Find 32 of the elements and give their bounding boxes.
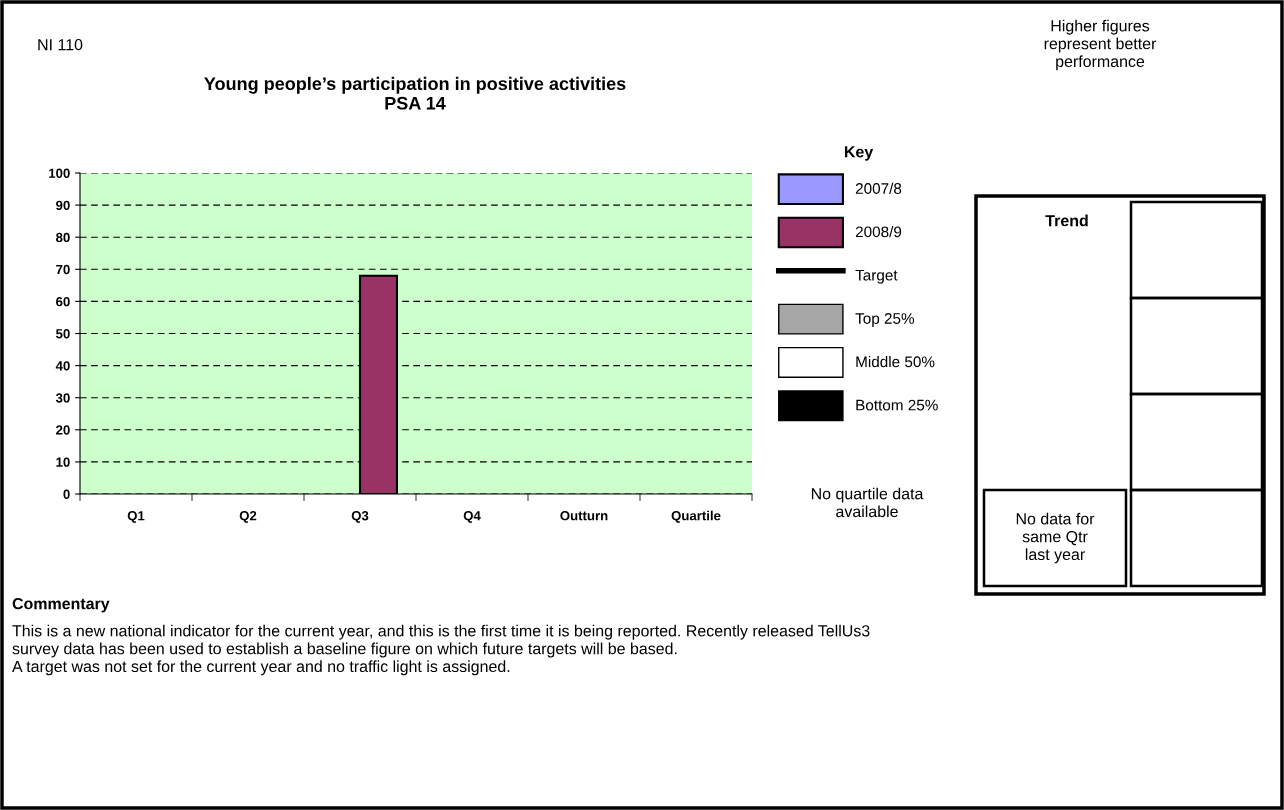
legend-label: 2008/9	[855, 226, 902, 238]
x-tick-label: Q2	[239, 511, 257, 523]
legend-label: Top 25%	[855, 313, 915, 327]
text: Commentary	[12, 597, 110, 613]
text: This is a new national indicator for the current year, and this is the first time it is being reported. Recently released TellUs3 survey data has been used to establish a baseline figure on which future targets will be based. A target was not set for the current year and no traffic light is assigned.	[12, 624, 870, 676]
y-tick-label: 60	[56, 296, 70, 307]
x-tick-label: Quartile	[671, 510, 721, 523]
text: No quartile data available	[811, 487, 924, 518]
x-tick-label: Q4	[463, 511, 481, 523]
legend-label: Bottom 25%	[856, 399, 938, 411]
chart-title: Young people’s participation in positive activities PSA 14	[204, 76, 626, 110]
y-tick-label: 50	[56, 329, 70, 339]
y-tick-label: 100	[49, 168, 70, 178]
y-tick-label: 70	[56, 264, 70, 275]
y-tick-label: 90	[56, 200, 70, 211]
y-tick-label: 0	[63, 489, 70, 499]
x-tick-label: Q1	[127, 511, 145, 523]
x-tick-label: Outturn	[560, 511, 608, 521]
y-tick-label: 80	[56, 232, 70, 243]
x-tick-label: Q3	[351, 511, 369, 523]
y-tick-label: 40	[55, 361, 70, 371]
text: No data for same Qtr last year	[1016, 512, 1095, 564]
legend-label: Middle 50%	[856, 355, 935, 368]
y-tick-label: 10	[56, 457, 70, 467]
legend-label: Target	[855, 269, 898, 284]
text: NI 110	[38, 38, 83, 51]
legend-label: 2007/8	[855, 182, 902, 194]
y-tick-label: 20	[56, 425, 70, 435]
y-tick-label: 30	[55, 393, 70, 403]
text: Trend	[1045, 214, 1088, 227]
text: Higher figures represent better performance	[1044, 19, 1157, 71]
legend-title: Key	[844, 146, 874, 161]
